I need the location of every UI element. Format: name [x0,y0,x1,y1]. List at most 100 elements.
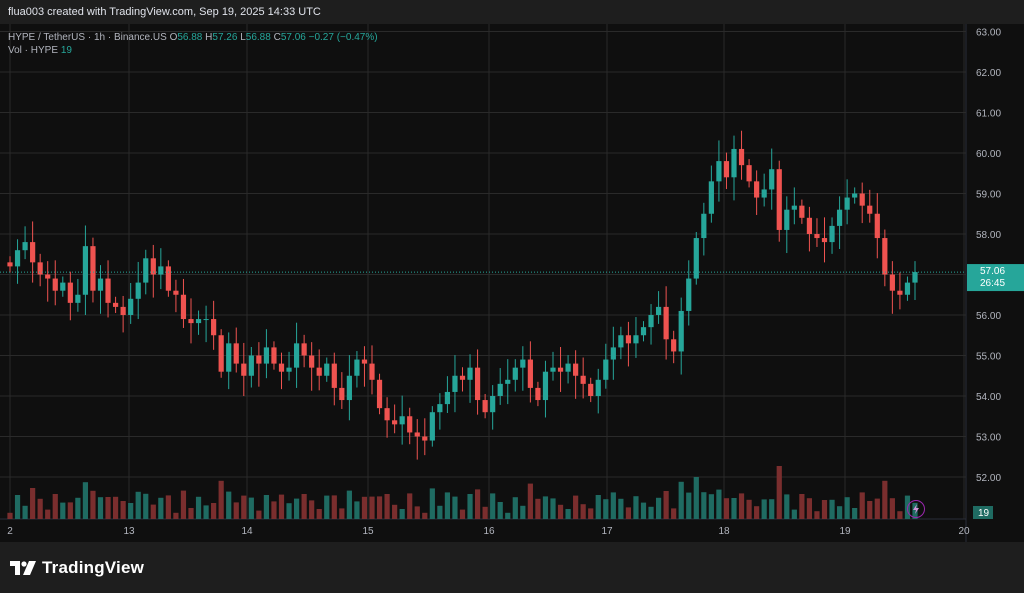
candle-body [309,355,315,368]
candle-body [173,290,179,295]
candle-body [452,375,458,392]
volume-bar [180,490,187,519]
volume-bar [67,502,73,519]
candle-body [701,213,707,239]
chart-area[interactable]: 63.0062.0061.0060.0059.0058.0057.0056.00… [0,24,1024,542]
candle-body [859,193,865,206]
candle-body [112,302,119,307]
volume-label: Vol · HYPE [8,45,59,56]
volume-value: 19 [60,45,72,56]
close-value: 57.06 [280,32,306,43]
volume-bar [45,509,51,519]
candle-body [550,367,556,372]
candle-body [663,306,669,340]
volume-bar [663,491,669,519]
volume-bar [158,497,164,519]
volume-bar [52,494,58,519]
volume-bar [467,494,473,519]
candle-body [474,367,481,401]
candle-body [22,242,28,251]
brand-name: TradingView [42,558,145,577]
candle-body [693,238,699,279]
volume-bar [557,504,564,519]
volume-bar [263,495,270,519]
volume-bar [135,491,141,519]
tradingview-logo[interactable]: TradingView [10,558,144,578]
volume-bar [211,503,217,519]
candle-body [324,363,330,376]
candle-body [723,161,730,178]
candle-body [520,359,526,368]
volume-bar [520,505,526,519]
candle-body [30,242,36,263]
volume-bar [414,506,420,519]
candle-body [738,148,745,166]
candle-body [120,306,126,315]
volume-bar [346,490,352,519]
volume-bar [776,466,782,519]
volume-bar [761,499,767,519]
candle-body [791,205,797,210]
volume-bar [671,508,677,519]
volume-bar [459,509,466,519]
candle-body [897,290,903,295]
candle-body [203,319,209,321]
price-tick-label: 62.00 [976,68,1001,79]
volume-bar [618,498,624,519]
candle-body [263,347,270,364]
time-tick-label: 15 [362,526,374,537]
volume-bar [505,512,511,519]
time-tick-label: 19 [839,526,851,537]
volume-bar [143,493,149,519]
volume-bar [37,498,43,519]
high-value: 57.26 [212,32,238,43]
volume-bar [490,493,496,519]
candle-body [852,193,858,198]
candle-body [128,298,134,315]
volume-bar [173,512,179,519]
symbol-title: HYPE / TetherUS · 1h · Binance.US [8,32,167,43]
volume-bar [550,498,556,519]
price-tick-label: 60.00 [976,149,1001,160]
candle-body [565,363,571,372]
volume-bar [331,495,337,519]
candle-body [867,205,873,214]
candle-body [588,383,594,396]
volume-bar [82,482,89,519]
footer: TradingView [0,542,1024,593]
volume-bar [105,497,111,519]
candle-body [610,347,616,360]
time-tick-label: 17 [601,526,613,537]
volume-bar [369,496,375,519]
time-tick-label: 18 [718,526,730,537]
volume-bar [150,504,156,519]
volume-bar [278,494,285,519]
candle-body [633,335,639,344]
candle-body [542,371,549,401]
candle-body [180,294,187,320]
candle-body [45,274,51,279]
lightning-icon[interactable] [907,500,925,518]
top-bar: flua003 created with TradingView.com, Se… [0,0,1024,24]
volume-row: Vol · HYPE 19 [8,44,378,57]
price-chart[interactable]: 63.0062.0061.0060.0059.0058.0057.0056.00… [0,24,1024,542]
volume-bar [188,508,194,519]
candle-body [580,375,586,384]
volume-bar [293,498,300,519]
volume-bar [90,490,96,519]
volume-bar [241,495,247,519]
volume-bar [339,508,345,519]
volume-bar [852,508,858,519]
candle-body [655,306,662,315]
volume-bar [542,496,549,519]
volume-bar [573,495,579,519]
price-tick-label: 63.00 [976,28,1001,39]
price-tick-label: 54.00 [976,392,1001,403]
candle-body [889,274,895,291]
candle-body [648,315,654,328]
price-tick-label: 56.00 [976,311,1001,322]
volume-bar [165,495,171,519]
volume-bar [203,505,209,519]
volume-bar [316,509,322,519]
volume-bar [844,497,850,519]
